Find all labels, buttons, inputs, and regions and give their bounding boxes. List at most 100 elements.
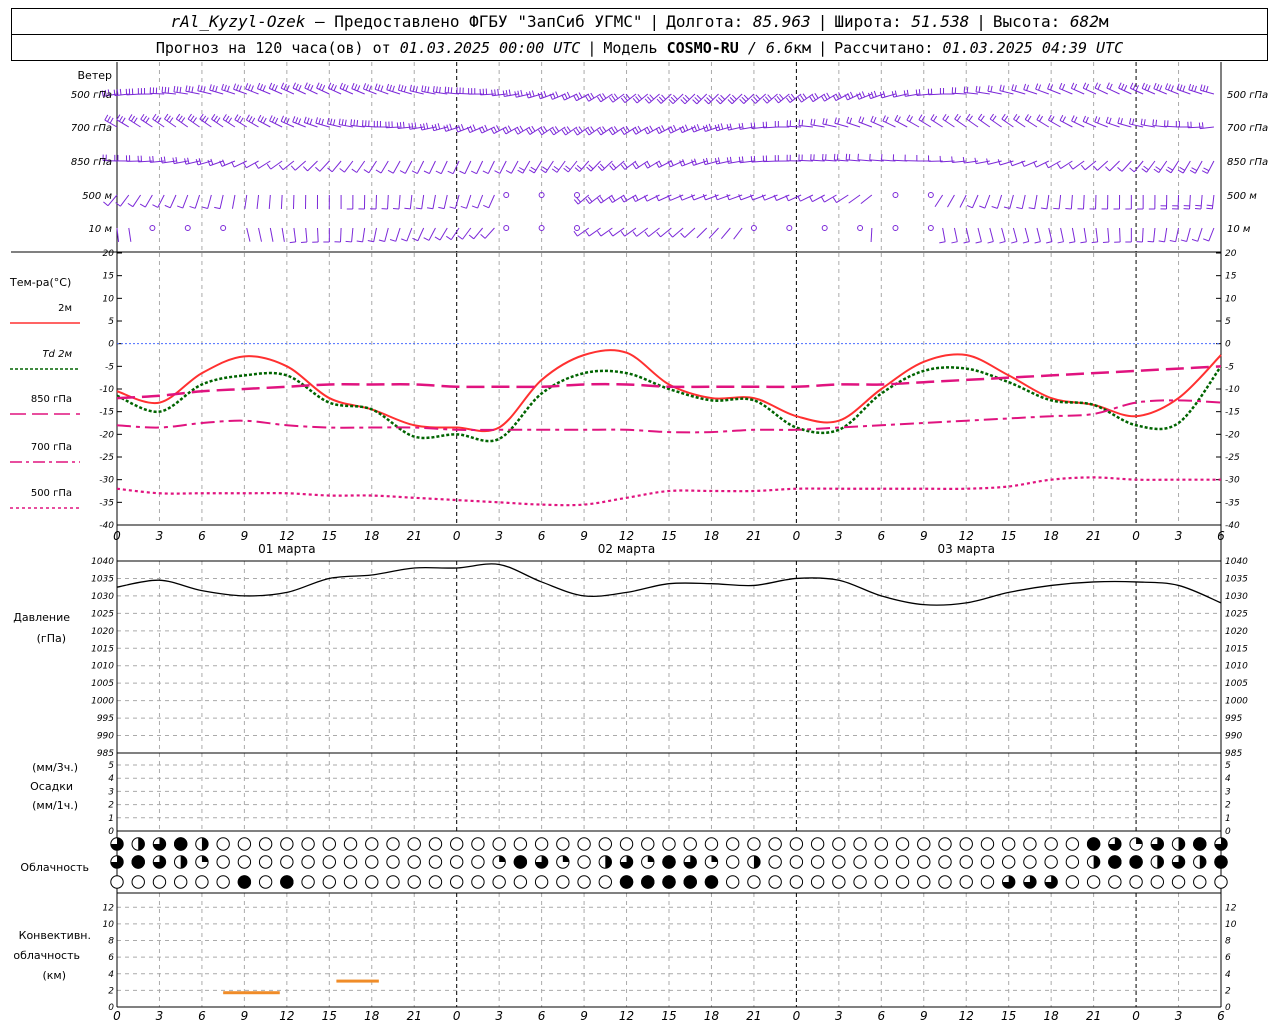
wind-barb bbox=[468, 227, 484, 240]
wind-barb bbox=[412, 227, 425, 242]
cloud-symbol bbox=[810, 855, 825, 869]
wind-shaft bbox=[824, 194, 837, 203]
cloud-symbol bbox=[725, 837, 740, 851]
wind-feather bbox=[377, 84, 381, 91]
pressure-tick-label-right: 1000 bbox=[1225, 697, 1248, 707]
wind-feather bbox=[696, 94, 702, 100]
wind-shaft bbox=[801, 93, 814, 103]
wind-feather bbox=[251, 117, 256, 124]
wind-feather bbox=[215, 85, 218, 92]
wind-feather bbox=[115, 202, 121, 207]
cloud-fill bbox=[180, 855, 187, 869]
wind-feather bbox=[667, 194, 671, 201]
wind-feather bbox=[1203, 167, 1210, 172]
wind-feather bbox=[551, 168, 558, 173]
wind-barb bbox=[573, 92, 590, 102]
wind-shaft bbox=[209, 89, 224, 95]
wind-shaft bbox=[660, 93, 672, 104]
wind-shaft bbox=[270, 160, 283, 170]
wind-feather bbox=[339, 82, 343, 89]
wind-barb bbox=[244, 194, 248, 209]
wind-title: Ветер bbox=[78, 69, 112, 82]
wind-feather bbox=[773, 194, 777, 201]
wind-shaft bbox=[553, 126, 566, 136]
hour-label-bottom: 18 bbox=[704, 1009, 720, 1023]
wind-shaft bbox=[822, 123, 837, 128]
wind-shaft bbox=[1034, 194, 1038, 209]
wind-barb bbox=[810, 154, 825, 162]
wind-barb bbox=[457, 227, 472, 240]
wind-shaft bbox=[116, 227, 120, 242]
wind-shaft bbox=[636, 93, 649, 104]
temp-legend-label: 700 гПа bbox=[31, 442, 72, 453]
hour-label-bottom: 18 bbox=[364, 1009, 380, 1023]
wind-shaft bbox=[894, 120, 908, 128]
wind-shaft bbox=[1141, 227, 1144, 243]
wind-feather bbox=[882, 91, 886, 98]
wind-feather bbox=[870, 115, 874, 122]
wind-feather bbox=[658, 126, 663, 133]
wind-barb bbox=[643, 194, 660, 202]
wind-barb bbox=[189, 194, 201, 209]
cloud-symbol bbox=[683, 875, 697, 889]
wind-feather bbox=[245, 83, 249, 90]
wind-feather bbox=[140, 113, 145, 120]
cloud-circle bbox=[959, 875, 973, 889]
wind-feather bbox=[667, 161, 671, 167]
wind-barb bbox=[1065, 194, 1073, 210]
wind-barb bbox=[269, 227, 274, 242]
wind-feather bbox=[1059, 114, 1064, 121]
wind-shaft bbox=[1117, 122, 1132, 128]
wind-feather bbox=[980, 115, 985, 122]
cloud-symbol bbox=[1129, 855, 1143, 869]
wind-shaft bbox=[1071, 87, 1085, 95]
wind-feather bbox=[574, 167, 580, 172]
wind-feather bbox=[868, 92, 871, 99]
wind-shaft bbox=[517, 126, 531, 135]
temp-tick-label-right: -30 bbox=[1225, 476, 1240, 486]
wind-barb bbox=[750, 194, 766, 201]
temperature-panel bbox=[116, 252, 1223, 526]
wind-feather bbox=[599, 94, 604, 101]
wind-shaft bbox=[1129, 123, 1144, 128]
lat-value: 51.538 bbox=[911, 12, 970, 31]
wind-barb bbox=[1165, 83, 1179, 95]
wind-calm bbox=[927, 225, 934, 231]
cloud-symbol bbox=[110, 837, 124, 851]
wind-feather bbox=[234, 114, 239, 120]
wind-feather bbox=[832, 95, 837, 101]
wind-barb bbox=[597, 227, 613, 237]
wind-shaft bbox=[860, 194, 873, 205]
cloud-circle bbox=[492, 837, 506, 851]
wind-barb bbox=[302, 160, 318, 172]
hour-label-bottom: 15 bbox=[322, 1009, 337, 1023]
wind-shaft bbox=[281, 227, 285, 242]
wind-barb bbox=[197, 84, 212, 95]
wind-barb bbox=[1013, 113, 1026, 128]
wind-feather bbox=[599, 127, 604, 134]
cloud-symbol bbox=[959, 855, 973, 869]
wind-feather bbox=[309, 85, 314, 91]
wind-barb bbox=[115, 194, 130, 207]
cloud-symbol bbox=[1193, 837, 1207, 851]
cloud-fill bbox=[647, 855, 654, 862]
cloud-circle bbox=[1001, 837, 1016, 851]
wind-feather bbox=[482, 170, 489, 175]
wind-feather bbox=[1167, 84, 1171, 91]
wind-feather bbox=[820, 196, 825, 203]
wind-feather bbox=[530, 166, 537, 171]
wind-feather bbox=[1027, 115, 1032, 122]
wind-shaft bbox=[150, 92, 165, 95]
wind-feather bbox=[401, 238, 408, 242]
temp-tick-label: 20 bbox=[103, 249, 115, 259]
temp-tick-label-right: 10 bbox=[1225, 294, 1237, 304]
wind-barb bbox=[490, 125, 507, 134]
wind-feather bbox=[655, 161, 660, 168]
cloud-symbol bbox=[1171, 855, 1186, 869]
day-label: 03 марта bbox=[938, 542, 995, 556]
provider-text: – Предоставлено ФГБУ "ЗапСиб УГМС" bbox=[315, 12, 643, 31]
cloud-fill bbox=[711, 855, 718, 862]
wind-feather bbox=[762, 98, 768, 104]
wind-shaft bbox=[469, 126, 483, 133]
wind-feather bbox=[517, 90, 520, 97]
